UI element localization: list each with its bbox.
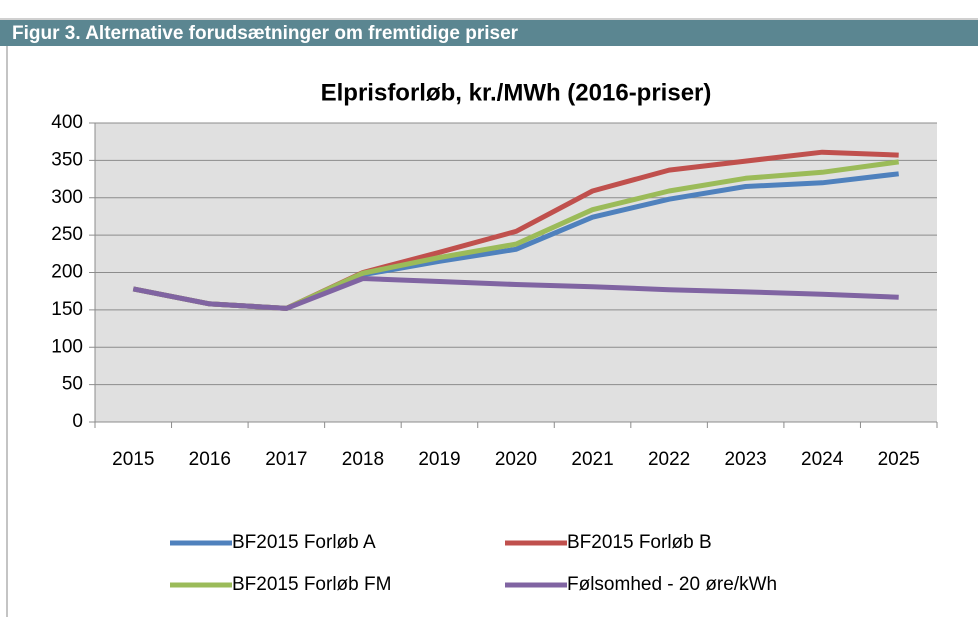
y-tick-label: 150 (51, 299, 83, 320)
chart-title: Elprisforløb, kr./MWh (2016-priser) (321, 79, 712, 106)
x-tick-label: 2025 (878, 449, 920, 470)
y-tick-label: 400 (51, 112, 83, 133)
x-tick-label: 2016 (189, 449, 231, 470)
y-tick-label: 100 (51, 336, 83, 357)
x-tick-label: 2023 (724, 449, 766, 470)
x-tick-label: 2018 (342, 449, 384, 470)
x-tick-label: 2015 (112, 449, 154, 470)
x-tick-label: 2017 (265, 449, 307, 470)
x-tick-label: 2024 (801, 449, 844, 470)
y-tick-label: 200 (51, 262, 83, 283)
legend-label: BF2015 Forløb A (232, 532, 376, 553)
x-tick-label: 2019 (418, 449, 460, 470)
header-top-rule (0, 18, 978, 20)
header-title: Figur 3. Alternative forudsætninger om f… (12, 23, 519, 44)
series-line (132, 276, 899, 311)
y-tick-label: 300 (51, 187, 83, 208)
header-bar (0, 20, 978, 46)
y-tick-label: 0 (72, 411, 83, 432)
y-tick-label: 350 (51, 149, 83, 170)
legend-label: BF2015 Forløb FM (232, 574, 391, 595)
x-tick-label: 2022 (648, 449, 690, 470)
legend-label: Følsomhed - 20 øre/kWh (567, 574, 777, 595)
legend-label: BF2015 Forløb B (567, 532, 712, 553)
y-tick-label: 50 (62, 374, 83, 395)
x-tick-label: 2020 (495, 449, 537, 470)
x-tick-label: 2021 (571, 449, 613, 470)
y-tick-label: 250 (51, 224, 83, 245)
